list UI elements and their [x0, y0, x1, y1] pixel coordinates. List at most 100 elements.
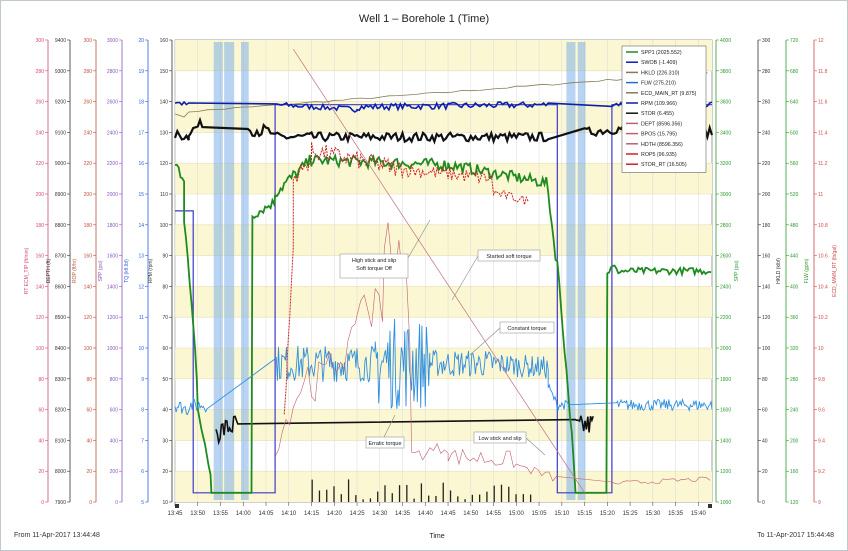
y-tick-label: 10.8: [818, 223, 828, 229]
y-tick-label: 2200: [107, 161, 118, 167]
y-tick-label: 2400: [107, 130, 118, 136]
annotation-box: [477, 249, 541, 262]
y-tick-label: 50: [162, 377, 168, 383]
y-tick-label: 120: [762, 315, 771, 321]
y-tick-label: 100: [36, 346, 45, 352]
y-tick-label: 70: [162, 315, 168, 321]
y-tick-label: 30: [162, 438, 168, 444]
y-tick-label: 60: [86, 408, 92, 414]
legend-entry: BPOS (15.795): [641, 132, 677, 138]
rop-bar: [333, 486, 335, 502]
right-y-axis-3: 12 11.8 11.6 11.4 11.2 11 10.8 10.6 10.4 10.2 10 9.…: [813, 38, 838, 506]
legend-entry: ECD_MAIN_RT (9.875): [641, 91, 697, 97]
x-tick-label: 15:05: [532, 511, 548, 517]
y-tick-label: 9.2: [818, 469, 825, 475]
y-tick-label: 12: [818, 38, 824, 44]
y-tick-label: 300: [84, 38, 93, 44]
rop-bar: [326, 489, 328, 502]
y-tick-label: 160: [790, 469, 799, 475]
left-y-axis-2: 3002802602402202001801601401201008060402…: [72, 38, 97, 506]
annotation-callout: Erratic torque: [365, 414, 405, 449]
y-tick-label: 260: [762, 100, 771, 106]
y-tick-label: 10.2: [818, 315, 828, 321]
y-tick-label: 8: [141, 408, 144, 414]
annotation-box: [365, 436, 405, 449]
y-tick-label: 140: [160, 100, 169, 106]
y-tick-label: 12: [138, 284, 144, 290]
y-tick-label: 40: [762, 438, 768, 444]
rop-bar: [529, 494, 532, 502]
y-axis-label: FLW (gpm): [804, 258, 810, 283]
rop-bar: [398, 485, 401, 502]
x-tick-label: 14:00: [236, 511, 252, 517]
y-tick-label: 150: [160, 69, 169, 75]
y-axis-label: ECD_MAIN_RT (lb/gal): [832, 245, 838, 297]
y-tick-label: 3400: [720, 130, 731, 136]
y-tick-label: 1400: [107, 284, 118, 290]
y-tick-label: 8900: [55, 192, 66, 198]
y-tick-label: 800: [110, 377, 119, 383]
y-tick-label: 3000: [720, 192, 731, 198]
series-spp: [174, 152, 712, 494]
y-tick-label: 120: [160, 161, 169, 167]
legend-entry: HKLD (226.310): [641, 70, 680, 76]
y-tick-label: 3000: [107, 38, 118, 44]
y-tick-label: 240: [762, 130, 771, 136]
x-tick-label: 14:55: [486, 511, 502, 517]
y-tick-label: 11.2: [818, 161, 828, 167]
y-tick-label: 220: [84, 161, 93, 167]
y-tick-label: 1200: [720, 469, 731, 475]
connection-band: [566, 42, 576, 500]
x-tick-label: 15:20: [600, 511, 616, 517]
y-tick-label: 80: [86, 377, 92, 383]
chart-title: Well 1 – Borehole 1 (Time): [359, 13, 489, 25]
annotation-leader: [451, 255, 479, 301]
y-tick-label: 19: [138, 69, 144, 75]
y-tick-label: 10.6: [818, 254, 828, 260]
y-tick-label: 11.4: [818, 130, 828, 136]
legend-entry: SPP1 (2025.552): [641, 50, 682, 56]
footer-range-start: From 11-Apr-2017 13:44:48: [14, 532, 100, 539]
y-axis-label: SPP (psi): [98, 260, 104, 281]
y-tick-label: 5: [141, 500, 144, 506]
rop-bar: [486, 491, 488, 502]
left-y-axis-4: 20 19 18 17 16 15 14 13 12 11 10 9 8 7 6 5 TQ (kft.lbf): [124, 38, 149, 506]
y-tick-label: 10: [138, 346, 144, 352]
y-tick-label: 2600: [720, 254, 731, 260]
y-tick-label: 240: [84, 130, 93, 136]
y-tick-label: 120: [84, 315, 93, 321]
y-tick-label: 0: [115, 500, 118, 506]
y-tick-label: 4000: [720, 38, 731, 44]
scroll-right-marker: [708, 504, 712, 508]
y-tick-label: 16: [138, 161, 144, 167]
rop-bar: [435, 495, 437, 502]
y-tick-label: 8700: [55, 254, 66, 260]
y-tick-label: 18: [138, 100, 144, 106]
legend-entry: FLW (275.210): [641, 81, 676, 87]
y-tick-label: 180: [36, 223, 45, 229]
y-tick-label: 8100: [55, 438, 66, 444]
x-tick-label: 13:45: [167, 511, 183, 517]
rop-bar: [508, 486, 510, 502]
y-tick-label: 0: [41, 500, 44, 506]
right-y-axis-0: 4000 3800 3600 3400 3200 3000 2800 2600 2400 2200…: [715, 38, 740, 506]
y-tick-label: 300: [36, 38, 45, 44]
y-tick-label: 60: [762, 408, 768, 414]
y-tick-label: 320: [790, 346, 799, 352]
y-tick-label: 240: [36, 130, 45, 136]
right-y-axis-2: 720 680 640 600 560 520 480 440 400 360 320 280 240 2…: [785, 38, 810, 506]
annotation-callout: Constant torque: [469, 321, 555, 356]
series-stick-slip: [274, 222, 711, 485]
x-axis-label: Time: [429, 533, 444, 540]
legend-entry: HDTH (8596.356): [641, 142, 683, 148]
y-axis-label: SPP (psi): [734, 260, 740, 281]
rop-bar: [464, 499, 466, 502]
annotation-box: [499, 321, 555, 334]
rop-bar: [428, 495, 430, 502]
y-tick-label: 280: [36, 69, 45, 75]
axes-layer: 13:45 13:50 13:55 14:00 14:05 14:10 14:15 14:20…: [24, 38, 838, 517]
annotation-line: Soft torque Off: [356, 266, 392, 272]
rop-bar: [318, 490, 321, 502]
y-tick-label: 280: [790, 377, 799, 383]
y-tick-label: 8600: [55, 284, 66, 290]
